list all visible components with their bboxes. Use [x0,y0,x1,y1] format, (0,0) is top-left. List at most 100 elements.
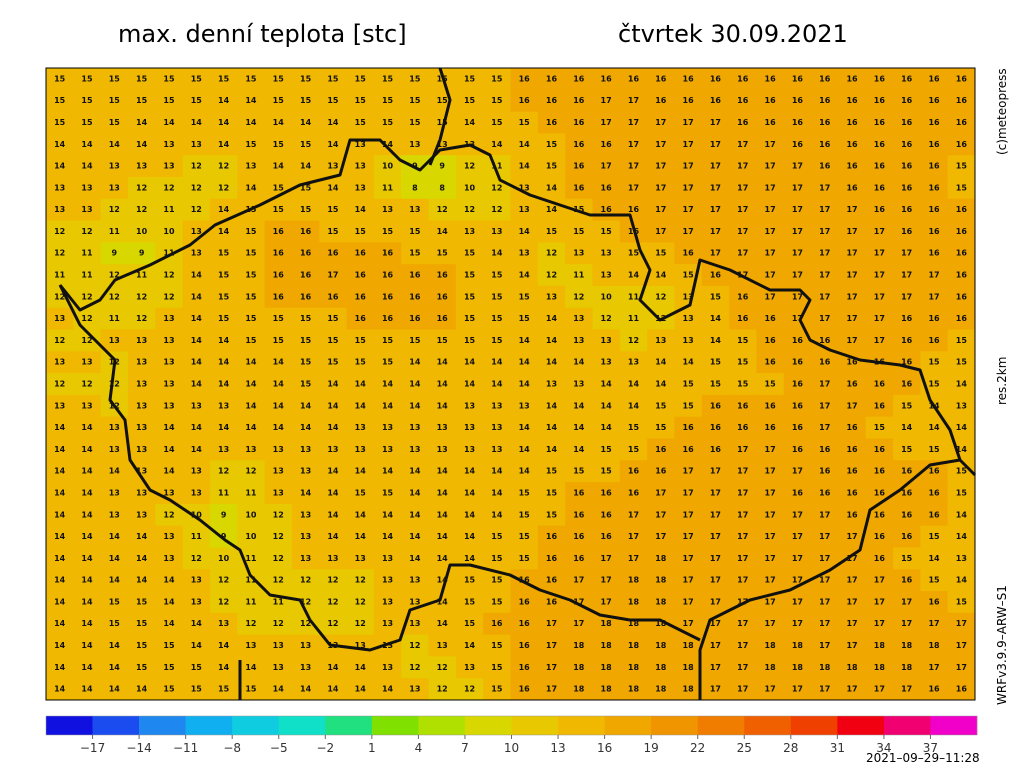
grid-cell [893,525,921,548]
grid-cell [264,373,293,396]
grid-cell [155,569,184,592]
cell-value: 14 [218,336,230,345]
cell-value: 16 [846,140,858,149]
cell-value: 13 [628,358,639,367]
grid-cell [920,133,949,156]
cell-value: 17 [628,140,639,149]
grid-cell [127,373,156,396]
cell-value: 14 [300,423,312,432]
cell-value: 12 [136,205,147,214]
cell-value: 15 [519,532,531,541]
cell-value: 14 [136,554,148,563]
grid-cell [291,329,320,352]
grid-cell [237,68,266,91]
grid-cell [811,285,839,309]
cell-value: 18 [655,685,667,694]
cell-value: 14 [956,510,968,519]
grid-cell [510,111,539,134]
cell-value: 17 [737,641,748,650]
cell-value: 15 [409,249,421,258]
grid-cell [264,242,293,265]
grid-cell [455,591,484,614]
grid-cell [428,634,457,657]
grid-cell [510,155,539,178]
grid-cell [510,351,539,374]
cell-value: 15 [655,423,667,432]
cell-value: 14 [355,467,367,476]
cell-value: 15 [956,162,968,171]
grid-cell [237,656,266,679]
grid-cell [783,220,812,243]
cell-value: 14 [81,597,93,606]
grid-cell [100,133,129,156]
grid-cell [483,68,511,91]
cell-value: 16 [792,380,804,389]
grid-cell [537,656,566,679]
cell-value: 9 [439,162,445,171]
cell-value: 15 [327,336,339,345]
grid-cell [865,111,894,134]
grid-cell [182,89,211,113]
cell-value: 13 [491,445,502,454]
grid-cell [455,612,484,636]
cell-value: 16 [928,467,940,476]
grid-cell [483,329,511,352]
cell-value: 13 [355,140,366,149]
grid-cell [537,569,566,592]
cell-value: 14 [409,380,421,389]
grid-cell [319,569,348,592]
cell-value: 15 [437,249,449,258]
grid-cell [401,220,430,243]
cell-value: 16 [874,74,886,83]
cell-value: 14 [601,380,613,389]
cell-value: 14 [956,576,968,585]
cell-value: 16 [792,118,804,127]
grid-cell [155,503,184,527]
cell-value: 16 [901,576,913,585]
cell-value: 13 [519,205,530,214]
grid-cell [920,569,949,592]
grid-cell [182,482,211,505]
cell-value: 14 [519,140,531,149]
grid-cell [155,394,184,418]
grid-cell [947,656,976,679]
grid-cell [483,351,511,374]
cell-value: 17 [846,271,857,280]
grid-cell [373,503,402,527]
grid-cell [100,612,129,636]
grid-cell [674,133,703,156]
cell-value: 17 [655,227,666,236]
cell-value: 15 [464,292,476,301]
cell-value: 17 [710,641,721,650]
cell-value: 9 [221,532,227,541]
cell-value: 13 [245,641,256,650]
grid-cell [291,373,320,396]
grid-cell [783,460,812,483]
cell-value: 14 [464,532,476,541]
grid-cell [155,612,184,636]
grid-cell [537,525,566,548]
grid-cell [893,612,921,636]
grid-cell [701,155,730,178]
cell-value: 16 [601,205,613,214]
cell-value: 14 [437,576,449,585]
cell-value: 14 [956,532,968,541]
grid-cell [565,285,593,309]
cell-value: 17 [710,162,721,171]
grid-cell [127,133,156,156]
cell-value: 13 [327,162,338,171]
cell-value: 16 [846,358,858,367]
grid-cell [346,482,375,505]
grid-cell [674,220,703,243]
grid-cell [428,220,457,243]
grid-cell [346,111,375,134]
grid-cell [619,482,648,505]
grid-cell [701,503,730,527]
grid-cell [947,89,976,113]
cell-value: 17 [846,532,857,541]
cell-value: 17 [819,554,830,563]
grid-cell [237,264,266,287]
grid-cell [373,176,402,200]
grid-cell [647,198,675,222]
grid-cell [73,133,102,156]
